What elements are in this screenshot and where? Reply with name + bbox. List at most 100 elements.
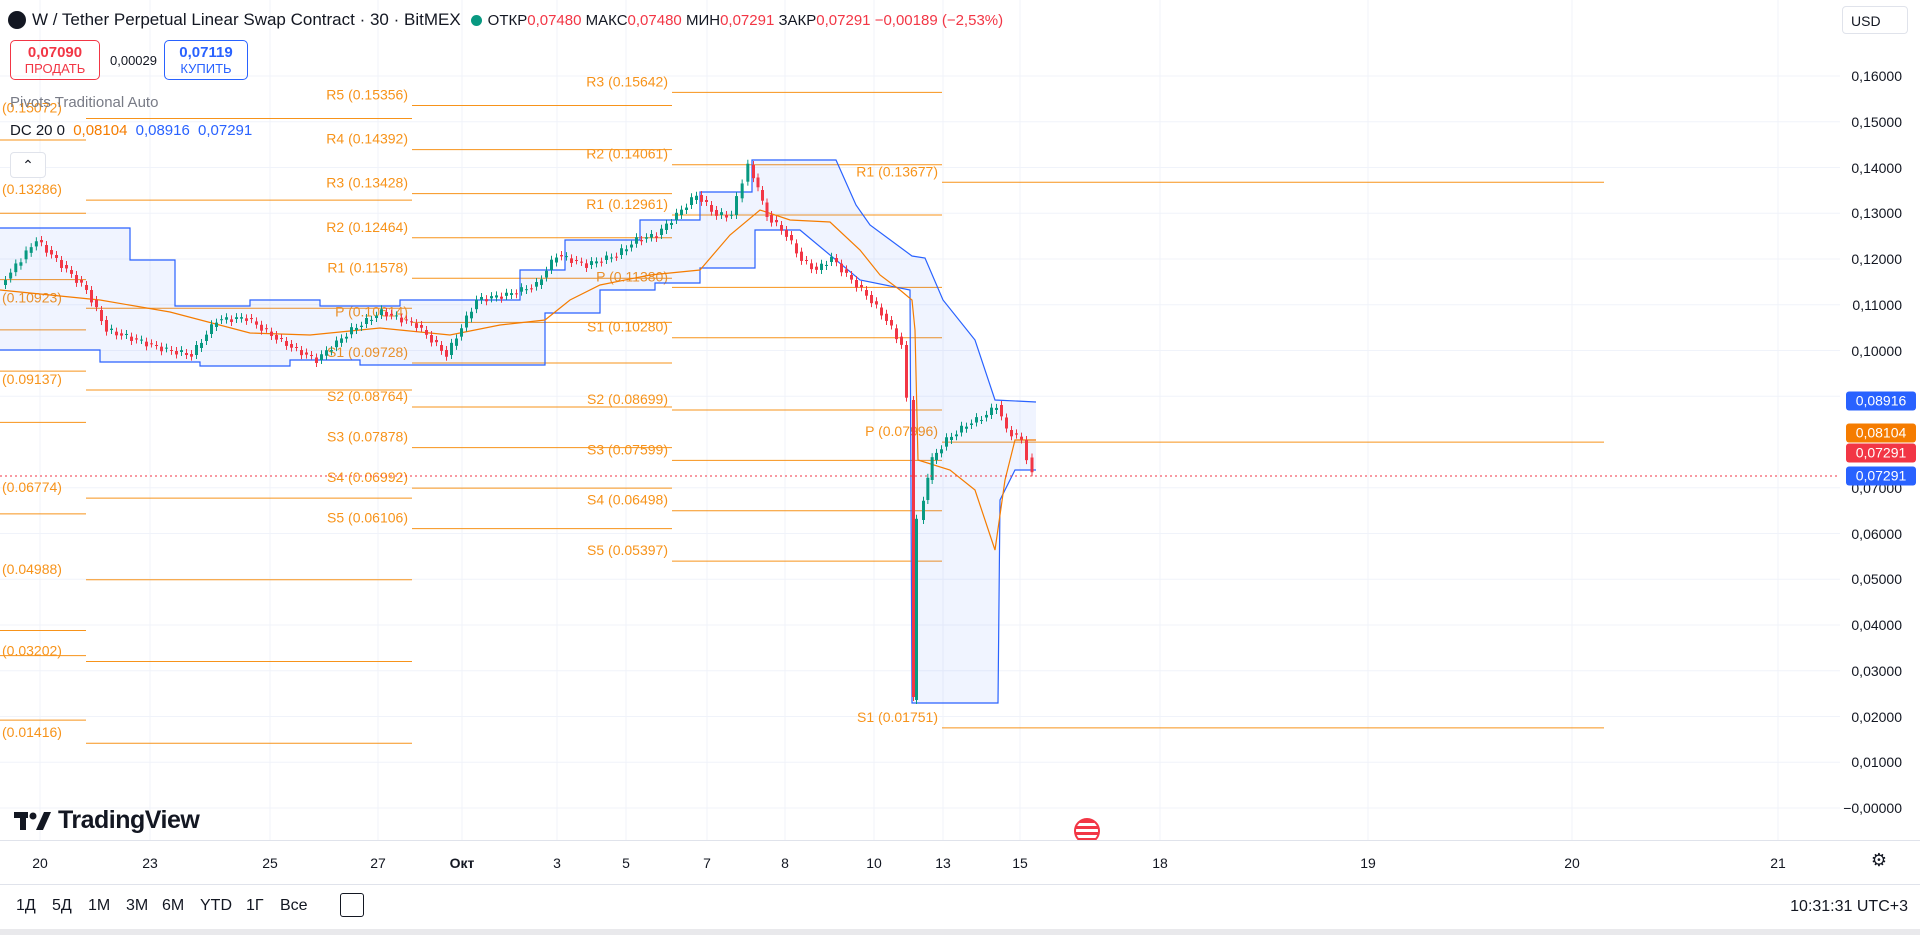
candle-body [1030, 457, 1034, 473]
candle-body [700, 195, 703, 202]
sell-button[interactable]: 0,07090 ПРОДАТЬ [10, 40, 100, 80]
candle-body [365, 318, 368, 324]
candle-body [120, 333, 123, 336]
candle-body [95, 300, 98, 308]
pivot-label: (0.15072) [2, 99, 62, 115]
candle-body [145, 341, 148, 347]
pivot-label: R3 (0.13428) [326, 175, 408, 191]
price-scale[interactable]: USD 0,16000 0,15000 0,14000 0,13000 0,12000 0… [1840, 0, 1920, 840]
candle-body [70, 270, 73, 274]
range-button[interactable]: 6М [162, 897, 185, 914]
symbol-legend: W / Tether Perpetual Linear Swap Contrac… [8, 10, 1003, 30]
candle-body [705, 200, 708, 203]
tradingview-logo[interactable]: TradingView [14, 806, 200, 835]
clock-display[interactable]: 10:31:31 UTC+3 [1790, 898, 1908, 915]
candle-body [640, 240, 643, 242]
candle-body [761, 190, 764, 201]
candle-body [725, 215, 728, 218]
range-button[interactable]: 5Д [52, 897, 72, 914]
us-flag-event-icon[interactable] [1074, 818, 1100, 840]
candle-body [880, 307, 883, 316]
candle-body [305, 352, 308, 355]
dc-indicator-legend[interactable]: DC 20 0 0,08104 0,08916 0,07291 [10, 122, 252, 139]
candle-body [390, 313, 393, 316]
change-value: −0,00189 (−2,53%) [874, 11, 1004, 29]
candle-body [780, 225, 783, 231]
candle-body [170, 350, 173, 351]
candle-body [850, 275, 853, 280]
candle-body [55, 255, 58, 258]
bottom-toolbar: 1Д 5Д 1М 3М 6М YTD 1Г Все 10:31:31 UTC+3 [0, 884, 1920, 929]
candle-body [225, 317, 228, 320]
candle-body [235, 317, 238, 319]
pivot-label: (0.04988) [2, 561, 62, 577]
currency-label: USD [1851, 13, 1881, 29]
range-button[interactable]: YTD [200, 897, 232, 914]
candle-body [435, 340, 438, 343]
candle-body [800, 251, 803, 261]
pivots-indicator-label[interactable]: Pivots Traditional Auto [10, 94, 159, 111]
candle-body [130, 336, 133, 341]
price-scale-label: 0,13000 [1851, 205, 1902, 222]
symbol-title[interactable]: W / Tether Perpetual Linear Swap Contrac… [32, 10, 461, 29]
candle-body [810, 263, 813, 270]
donchian-fill [0, 160, 1036, 703]
time-axis-label: 8 [781, 855, 789, 871]
bitmex-logo-icon [8, 11, 26, 29]
pivot-label: R1 (0.11578) [327, 259, 408, 275]
sell-label: ПРОДАТЬ [24, 61, 86, 76]
collapse-legend-button[interactable]: ⌃ [10, 152, 46, 178]
range-button[interactable]: 1Г [246, 897, 264, 914]
candle-body [340, 338, 343, 343]
candle-body [730, 214, 733, 216]
candle-body [370, 319, 373, 321]
pivot-label: (0.13286) [2, 181, 62, 197]
candle-body [655, 236, 658, 238]
candle-body [195, 345, 198, 355]
range-button[interactable]: 3М [126, 897, 149, 914]
candle-body [665, 223, 668, 230]
range-button[interactable]: Все [280, 897, 308, 914]
currency-selector[interactable]: USD [1842, 6, 1908, 34]
price-scale-label: 0,12000 [1851, 251, 1902, 267]
buy-button[interactable]: 0,07119 КУПИТЬ [164, 40, 248, 80]
candle-body [890, 320, 893, 326]
candle-body [535, 282, 538, 287]
candle-body [570, 258, 573, 263]
settings-gear-icon[interactable]: ⚙ [1870, 850, 1888, 870]
time-axis-label: 20 [32, 855, 48, 871]
horizontal-scrollbar[interactable] [0, 929, 1920, 935]
candle-body [485, 299, 488, 302]
tradingview-logo-icon [14, 811, 51, 830]
chart-canvas[interactable]: R5 (0.15356) R4 (0.14392) R3 (0.13428) R2 (… [0, 0, 1840, 840]
pivot-label: S3 (0.07878) [327, 429, 408, 445]
candle-body [980, 419, 983, 421]
candle-body [805, 260, 808, 261]
price-scale-label: 0,01000 [1851, 754, 1902, 771]
pivot-label: S2 (0.08699) [587, 391, 668, 407]
candle-body [75, 275, 78, 283]
candle-body [905, 345, 908, 398]
price-scale-label: 0,14000 [1851, 159, 1902, 176]
candle-body [34, 241, 38, 247]
date-range-icon[interactable] [340, 893, 364, 917]
range-button[interactable]: 1М [88, 897, 111, 914]
pivot-label: R5 (0.15356) [326, 86, 408, 102]
candle-body [1005, 417, 1008, 429]
time-axis[interactable]: 20 23 25 27 Окт 3 5 7 8 10 13 15 18 19 20 21 ⚙ [0, 840, 1920, 881]
dc-lower-value: 0,07291 [198, 122, 253, 139]
candle-body [500, 296, 503, 299]
spread-value: 0,00029 [110, 53, 157, 68]
price-chart[interactable]: R5 (0.15356) R4 (0.14392) R3 (0.13428) R2 (… [0, 0, 1840, 840]
time-axis-label: 3 [553, 855, 561, 871]
candle-body [360, 325, 363, 327]
candle-body [155, 345, 158, 346]
candle-body [415, 323, 418, 328]
candle-body [752, 165, 755, 179]
range-button[interactable]: 1Д [16, 897, 36, 914]
candle-body [165, 347, 168, 349]
candle-body [150, 343, 153, 345]
high-label: МАКС [585, 11, 628, 29]
close-value: 0,07291 [816, 11, 871, 29]
candle-body [40, 240, 43, 243]
